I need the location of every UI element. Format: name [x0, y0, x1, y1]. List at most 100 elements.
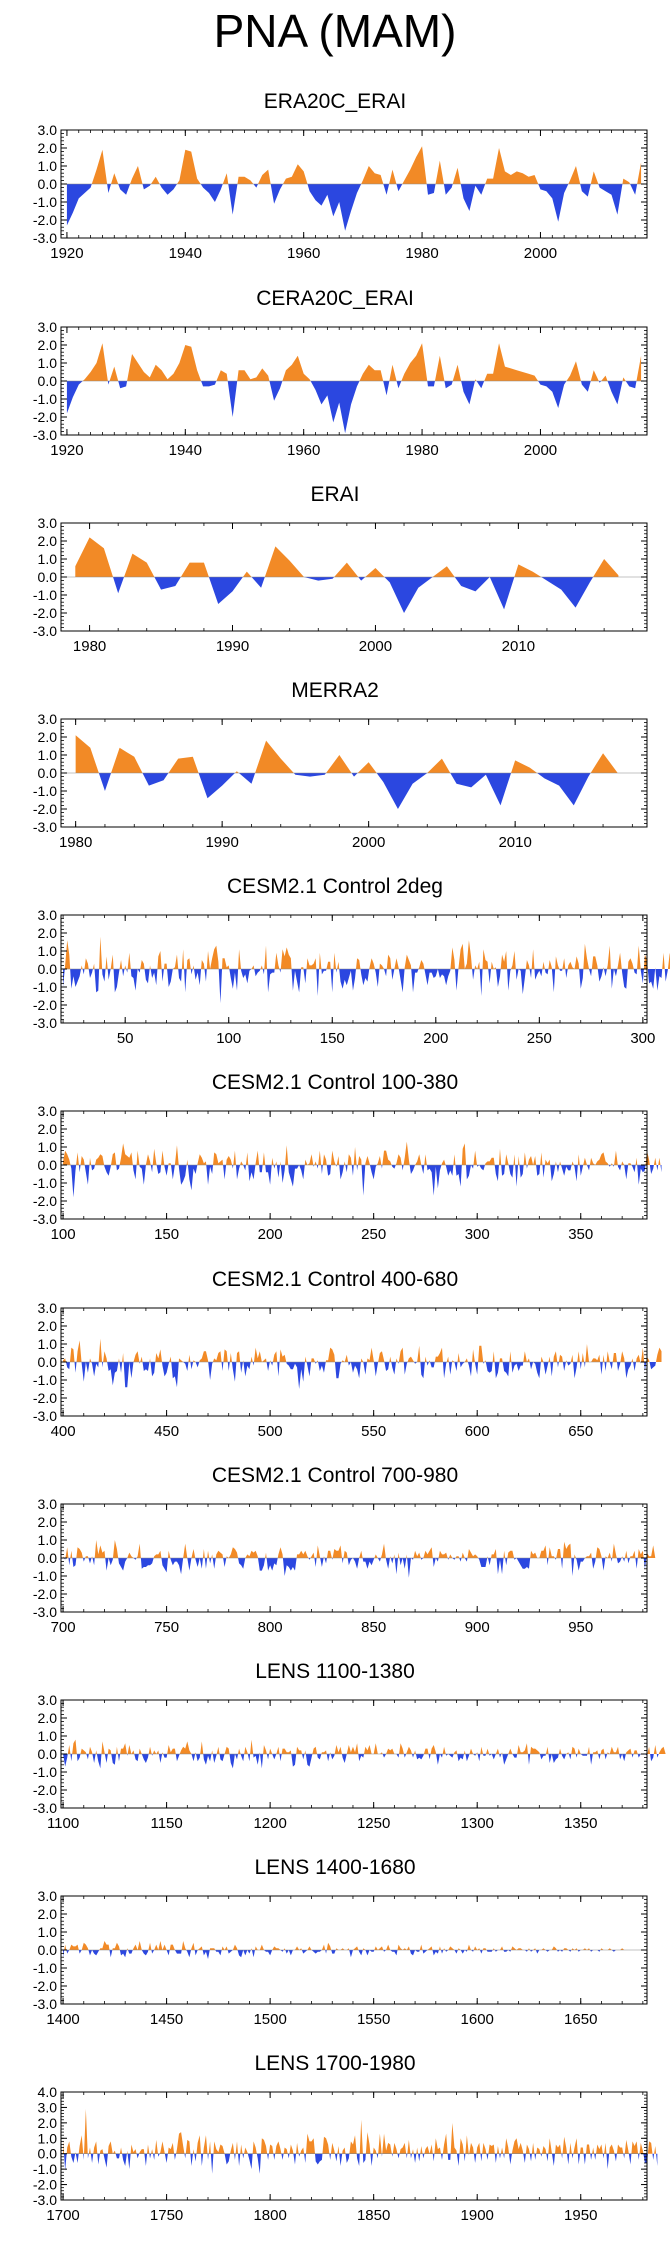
- y-tick-label: 2.0: [38, 729, 58, 745]
- y-tick-label: 3.0: [38, 907, 58, 923]
- x-tick-label: 1950: [564, 2207, 597, 2224]
- x-tick-label: 1650: [564, 2011, 597, 2028]
- negative-area: [98, 773, 591, 809]
- negative-area: [66, 381, 637, 434]
- x-tick-label: 100: [216, 1030, 241, 1047]
- positive-area: [64, 1941, 662, 1950]
- x-tick-label: 2010: [502, 638, 535, 655]
- y-tick-label: -1.0: [33, 979, 57, 995]
- y-tick-label: 4.0: [38, 2084, 58, 2100]
- y-tick-label: -3.0: [33, 819, 57, 835]
- x-tick-label: 1940: [169, 245, 202, 262]
- y-tick-label: 3.0: [38, 1692, 58, 1708]
- chart-title: LENS 1100-1380: [255, 1660, 415, 1683]
- x-tick-label: 2010: [498, 834, 531, 851]
- x-tick-label: 150: [154, 1226, 179, 1243]
- chart-panel: CESM2.1 Control 2deg 3.0 2.0 1.0 0.0 -1.0 -2.0…: [0, 873, 670, 1073]
- x-tick-label: 1750: [150, 2207, 183, 2224]
- chart-panel: CERA20C_ERAI 3.0 2.0 1.0 0.0 -1.0 -2.0 -3.0 1920…: [0, 285, 670, 485]
- chart-panel: ERA20C_ERAI 3.0 2.0 1.0 0.0 -1.0 -2.0 -3.0 1920 1…: [0, 88, 670, 288]
- y-tick-label: 3.0: [38, 1300, 58, 1316]
- y-tick-label: -1.0: [33, 1175, 57, 1191]
- chart-title: LENS 1700-1980: [254, 2052, 416, 2075]
- y-tick-label: 2.0: [38, 1121, 58, 1137]
- positive-area: [82, 343, 642, 381]
- x-tick-label: 600: [465, 1423, 490, 1440]
- positive-area: [64, 936, 670, 969]
- y-tick-label: 0.0: [38, 569, 58, 585]
- y-tick-label: 2.0: [38, 1318, 58, 1334]
- chart-title: CESM2.1 Control 2deg: [227, 875, 443, 898]
- x-tick-label: 900: [465, 1619, 490, 1636]
- chart-title: ERA20C_ERAI: [263, 90, 407, 113]
- x-tick-label: 850: [361, 1619, 386, 1636]
- negative-area: [66, 184, 638, 231]
- x-tick-label: 300: [630, 1030, 655, 1047]
- x-tick-label: 150: [320, 1030, 345, 1047]
- y-tick-label: -2.0: [33, 2177, 57, 2193]
- chart-title: CESM2.1 Control 400-680: [211, 1268, 459, 1291]
- chart-panel: LENS 1100-1380 3.0 2.0 1.0 0.0 -1.0 -2.0 -3.0 11…: [0, 1658, 670, 1858]
- x-tick-label: 1100: [47, 1815, 79, 1832]
- positive-area: [75, 735, 618, 773]
- x-tick-label: 300: [465, 1226, 490, 1243]
- y-tick-label: 2.0: [38, 533, 58, 549]
- x-tick-label: 1920: [50, 245, 83, 262]
- chart-title: CESM2.1 Control 100-380: [211, 1071, 459, 1094]
- negative-area: [65, 1362, 656, 1389]
- x-tick-label: 1600: [461, 2011, 494, 2028]
- y-tick-label: -3.0: [33, 623, 57, 639]
- x-tick-label: 700: [51, 1619, 76, 1636]
- negative-area: [63, 1754, 659, 1769]
- x-tick-label: 2000: [352, 834, 385, 851]
- x-tick-label: 1990: [216, 638, 249, 655]
- x-tick-label: 1550: [357, 2011, 390, 2028]
- y-tick-label: 2.0: [38, 140, 58, 156]
- negative-area: [63, 1950, 616, 1959]
- y-tick-label: 1.0: [38, 1139, 58, 1155]
- chart-title: CESM2.1 Control 700-980: [211, 1464, 459, 1487]
- x-tick-label: 1960: [287, 245, 320, 262]
- y-tick-label: 2.0: [38, 2115, 58, 2131]
- y-tick-label: -2.0: [33, 997, 57, 1013]
- x-tick-label: 1980: [405, 245, 438, 262]
- y-tick-label: -3.0: [33, 1800, 57, 1816]
- y-tick-label: -2.0: [33, 212, 57, 228]
- x-tick-label: 650: [568, 1423, 593, 1440]
- y-tick-label: -3.0: [33, 427, 57, 443]
- positive-area: [63, 1540, 656, 1558]
- y-tick-label: -2.0: [33, 1390, 57, 1406]
- y-tick-label: 0.0: [38, 373, 58, 389]
- x-tick-label: 450: [154, 1423, 179, 1440]
- chart-title: MERRA2: [291, 679, 379, 702]
- y-tick-label: -2.0: [33, 1978, 57, 1994]
- y-tick-label: -2.0: [33, 1782, 57, 1798]
- y-tick-label: -3.0: [33, 1996, 57, 2012]
- y-tick-label: -3.0: [33, 1211, 57, 1227]
- y-tick-label: -1.0: [33, 1960, 57, 1976]
- x-tick-label: 2000: [359, 638, 392, 655]
- y-tick-label: 0.0: [38, 1157, 58, 1173]
- x-tick-label: 550: [361, 1423, 386, 1440]
- y-tick-label: 0.0: [38, 961, 58, 977]
- y-tick-label: 1.0: [38, 943, 58, 959]
- x-tick-label: 200: [258, 1226, 283, 1243]
- y-tick-label: 2.0: [38, 1906, 58, 1922]
- x-tick-label: 1500: [253, 2011, 286, 2028]
- chart-panel: CESM2.1 Control 100-380 3.0 2.0 1.0 0.0 -1.0 -…: [0, 1069, 670, 1269]
- y-tick-label: 2.0: [38, 1710, 58, 1726]
- y-tick-label: 0.0: [38, 1550, 58, 1566]
- y-tick-label: 1.0: [38, 1728, 58, 1744]
- y-tick-label: -3.0: [33, 1408, 57, 1424]
- y-tick-label: 1.0: [38, 1924, 58, 1940]
- x-tick-label: 1980: [405, 442, 438, 459]
- y-tick-label: 3.0: [38, 1496, 58, 1512]
- positive-area: [63, 1141, 661, 1165]
- x-tick-label: 1900: [461, 2207, 494, 2224]
- y-tick-label: 2.0: [38, 925, 58, 941]
- x-tick-label: 1920: [50, 442, 83, 459]
